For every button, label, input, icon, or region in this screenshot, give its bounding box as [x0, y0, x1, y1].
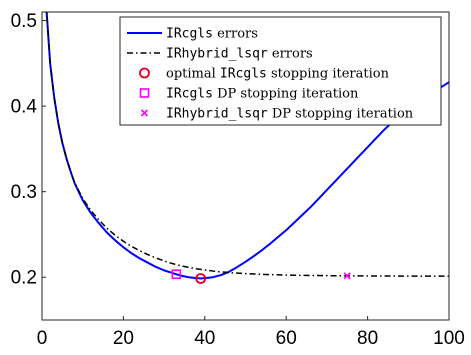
marker-ircgls-dp — [171, 269, 182, 280]
y-tick-label: 0.5 — [11, 11, 37, 32]
x-tick-label: 20 — [113, 328, 134, 349]
tick-group: 0 20 40 60 80 100 0.2 0.3 0.4 0.5 — [11, 11, 465, 349]
legend-square-marker — [139, 88, 150, 98]
legend-entry-optimal: optimal IRcgls stopping iteration — [166, 67, 390, 82]
marker-optimal-ircgls — [195, 273, 207, 284]
y-tick-label: 0.3 — [11, 182, 37, 203]
stopping-markers — [171, 269, 351, 284]
x-tick-label: 0 — [37, 328, 48, 349]
x-tick-label: 40 — [194, 328, 215, 349]
series-line-ircgls — [45, 12, 449, 280]
series-line-irhybrid-lsqr — [45, 12, 449, 277]
marker-irhybrid-dp — [343, 272, 351, 280]
legend-entry-ircgls-dp: IRcgls DP stopping iteration — [166, 87, 359, 102]
y-tick-label: 0.4 — [11, 97, 38, 118]
x-tick-label: 60 — [276, 328, 297, 349]
y-tick-label: 0.2 — [11, 268, 37, 289]
legend-entry-ircgls: IRcgls errors — [166, 27, 258, 42]
plot-frame — [41, 11, 450, 321]
legend-circle-marker — [139, 67, 150, 79]
legend: IRcgls errors IRhybrid_lsqr errors optim… — [119, 16, 442, 126]
legend-entry-irhybrid: IRhybrid_lsqr errors — [166, 47, 313, 62]
x-tick-label: 80 — [357, 328, 378, 349]
legend-x-marker — [140, 109, 149, 117]
legend-box — [119, 16, 442, 126]
x-tick-label: 100 — [433, 328, 465, 349]
legend-entry-irhybrid-dp: IRhybrid_lsqr DP stopping iteration — [166, 107, 414, 122]
series-lines — [45, 12, 449, 280]
